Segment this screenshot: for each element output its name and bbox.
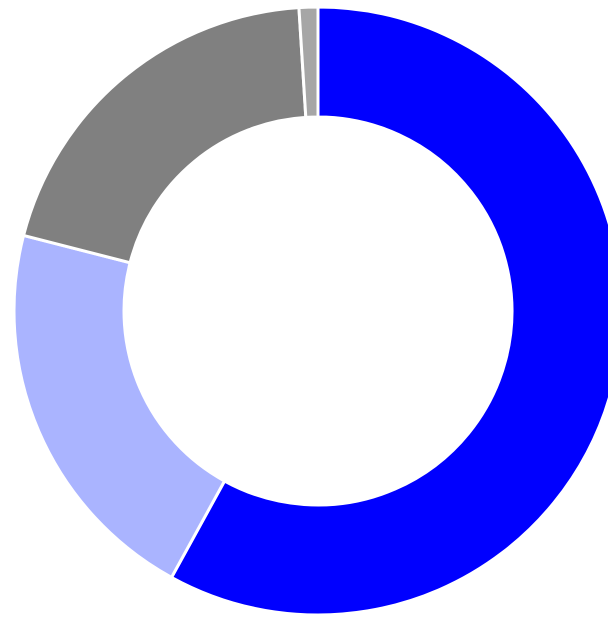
donut-segment: [170, 5, 608, 617]
donut-segment: [297, 5, 320, 119]
donut-segment: [22, 6, 308, 265]
donut-segment: [12, 233, 227, 579]
